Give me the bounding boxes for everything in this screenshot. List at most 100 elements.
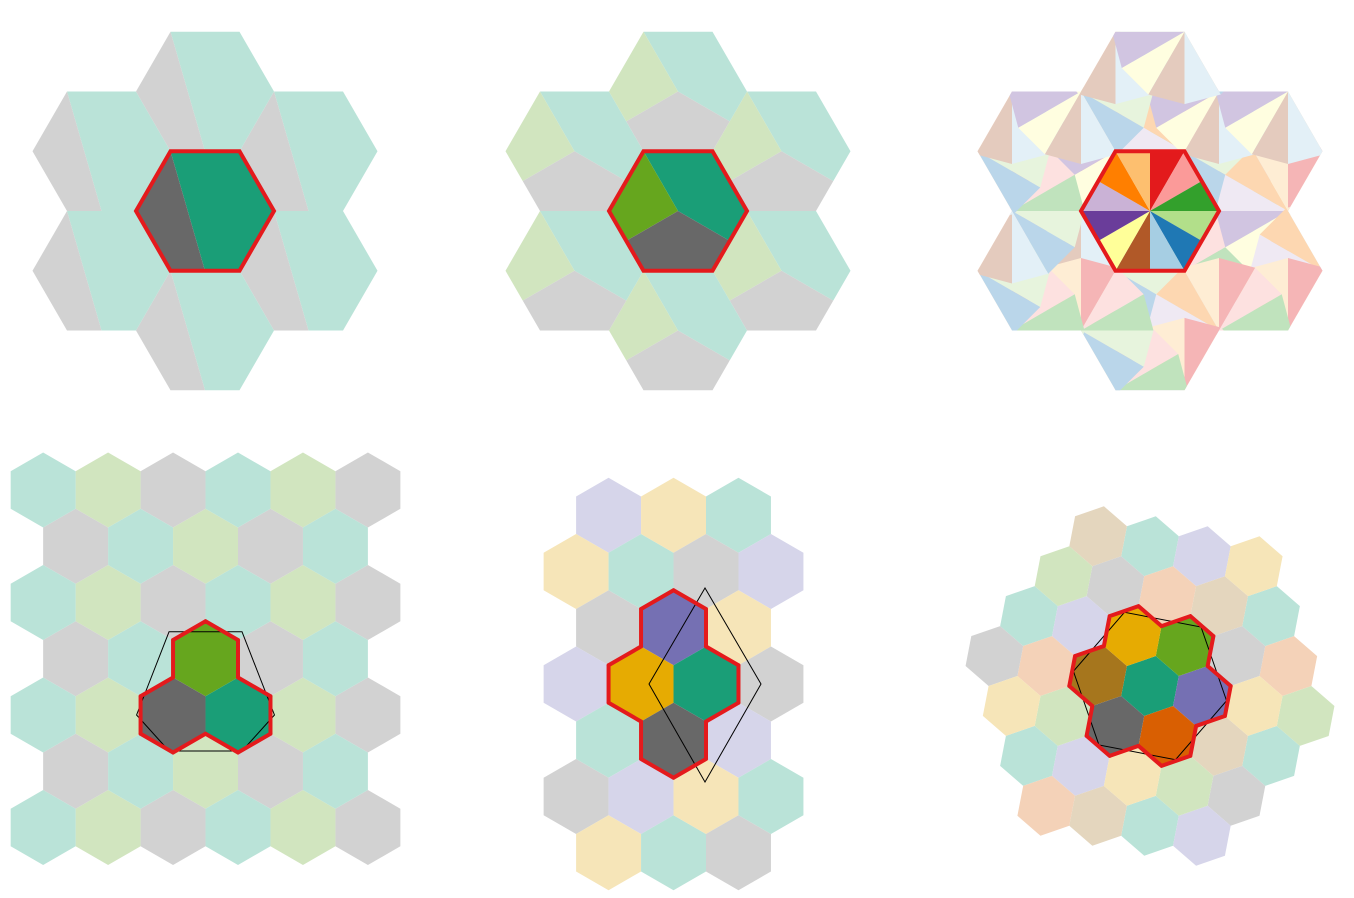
tile-hexagon: [173, 733, 238, 809]
hex-region-gray: [729, 270, 834, 331]
tile-hexagon: [10, 452, 76, 528]
pinwheel-wedge-faded: [1115, 354, 1188, 391]
pinwheel-wedge-faded: [1081, 91, 1144, 155]
pinwheel-wedge-faded: [1323, 89, 1354, 152]
tile-hexagon: [1224, 536, 1283, 597]
pinwheel-wedge-faded: [1008, 91, 1081, 128]
pinwheel-wedge-faded: [977, 151, 1050, 188]
tile-hexagon: [205, 790, 271, 865]
pinwheel-wedge-faded: [1185, 390, 1257, 426]
pinwheel-wedge-faded: [905, 235, 977, 271]
tile-hexagon: [43, 621, 109, 697]
pinwheel-wedge-faded: [1116, 0, 1188, 32]
pinwheel-wedge-faded: [1043, 0, 1115, 32]
pinwheel-wedge-faded: [1044, 91, 1081, 164]
pinwheel-wedge-faded: [1012, 174, 1085, 211]
pinwheel-wedge-faded: [977, 31, 1012, 92]
pinwheel-wedge-faded: [1219, 330, 1292, 367]
pinwheel-wedge-faded: [1012, 31, 1049, 92]
hex-region-green: [609, 270, 678, 361]
tile-hexagon: [1190, 715, 1248, 776]
pinwheel-wedge-strong: [1150, 211, 1195, 271]
cluster-hexagon: [1155, 616, 1214, 677]
panel-two-color-hex-tiling: [32, 31, 378, 391]
hex-region-gray: [136, 31, 205, 152]
pinwheel-wedge-faded: [1288, 330, 1323, 391]
tile-hexagon: [173, 508, 238, 584]
hex-region-teal: [747, 91, 851, 182]
pinwheel-wedge-faded: [1219, 55, 1292, 92]
pinwheel-wedge-faded: [1079, 390, 1115, 462]
hex-region-gray: [239, 91, 309, 211]
tile-hexagon: [706, 815, 771, 891]
tile-hexagon: [1000, 586, 1058, 647]
cluster-hexagon: [1121, 656, 1179, 716]
pinwheel-wedge-faded: [1215, 174, 1288, 211]
tile-hexagon: [1190, 576, 1248, 637]
cluster-hexagon: [1138, 705, 1197, 766]
hex-region-gray: [522, 151, 627, 211]
pinwheel-wedge-faded: [1185, 390, 1248, 453]
tile-hexagon: [1224, 676, 1283, 736]
cluster-hexagon: [641, 702, 706, 778]
pinwheel-wedge-faded: [977, 31, 1012, 92]
tile-hexagon: [1276, 686, 1335, 746]
tile-hexagon: [75, 452, 141, 528]
cluster-hexagon: [1069, 646, 1127, 706]
hex-region-gray: [32, 211, 102, 331]
pinwheel-wedge-faded: [1288, 330, 1323, 391]
tile-hexagon: [641, 815, 706, 891]
tile-hexagon: [673, 759, 739, 834]
tile-hexagon: [270, 790, 336, 865]
panel-seven-hex-cluster-tiling: [965, 506, 1335, 866]
pinwheel-wedge-faded: [1288, 330, 1323, 367]
pinwheel-wedge-faded: [977, 330, 1012, 367]
tile-hexagon: [1034, 546, 1093, 607]
pinwheel-wedge-faded: [1116, 390, 1188, 426]
tile-hexagon: [238, 621, 303, 697]
pinwheel-wedge-faded: [1251, 31, 1288, 92]
pinwheel-wedge-faded: [1081, 330, 1144, 391]
pinwheel-wedge-faded: [977, 55, 1012, 92]
pinwheel-wedge-faded: [1185, 0, 1221, 32]
tile-hexagon: [1138, 566, 1197, 627]
hex-region-gray: [626, 91, 730, 152]
pinwheel-wedge-faded: [1219, 31, 1282, 92]
pinwheel-wedge-faded: [1182, 258, 1219, 331]
pinwheel-wedge-faded: [915, 151, 978, 214]
pinwheel-wedge-faded: [1012, 330, 1085, 367]
pinwheel-wedge-faded: [1008, 330, 1081, 367]
pinwheel-wedge-faded: [1148, 0, 1184, 32]
hex-region-gray: [239, 211, 309, 331]
pinwheel-wedge-faded: [1219, 330, 1282, 391]
pinwheel-wedge-faded: [1250, 234, 1323, 271]
pinwheel-wedge-faded: [1079, 31, 1116, 105]
tile-hexagon: [1173, 526, 1231, 587]
pinwheel-wedge-faded: [905, 151, 977, 187]
pinwheel-wedge-faded: [977, 270, 1041, 334]
cluster-hexagon: [1086, 695, 1145, 756]
tile-hexagon: [576, 815, 642, 891]
pinwheel-wedge-faded: [1146, 294, 1219, 331]
tile-hexagon: [335, 677, 401, 753]
tile-hexagon: [205, 565, 271, 640]
tile-hexagon: [43, 733, 109, 809]
tile-hexagon: [302, 621, 368, 697]
hex-region-green: [609, 151, 678, 241]
pinwheel-wedge-faded: [1012, 211, 1085, 248]
pinwheel-wedge-faded: [905, 115, 977, 151]
tile-hexagon: [140, 790, 206, 865]
hex-region-teal: [643, 151, 747, 241]
tile-hexagon: [270, 677, 336, 753]
pinwheel-wedge-faded: [1185, 390, 1221, 462]
pinwheel-wedge-faded: [1043, 390, 1115, 426]
tile-hexagon: [1052, 596, 1110, 657]
pinwheel-wedge-faded: [1053, 0, 1116, 32]
cluster-outline: [138, 619, 273, 755]
pinwheel-wedge-strong: [1150, 151, 1195, 211]
pinwheel-wedge-faded: [1112, 390, 1184, 426]
pinwheel-wedge-faded: [1323, 271, 1354, 343]
pinwheel-wedge-strong: [1105, 211, 1150, 271]
tile-hexagon: [576, 590, 642, 666]
